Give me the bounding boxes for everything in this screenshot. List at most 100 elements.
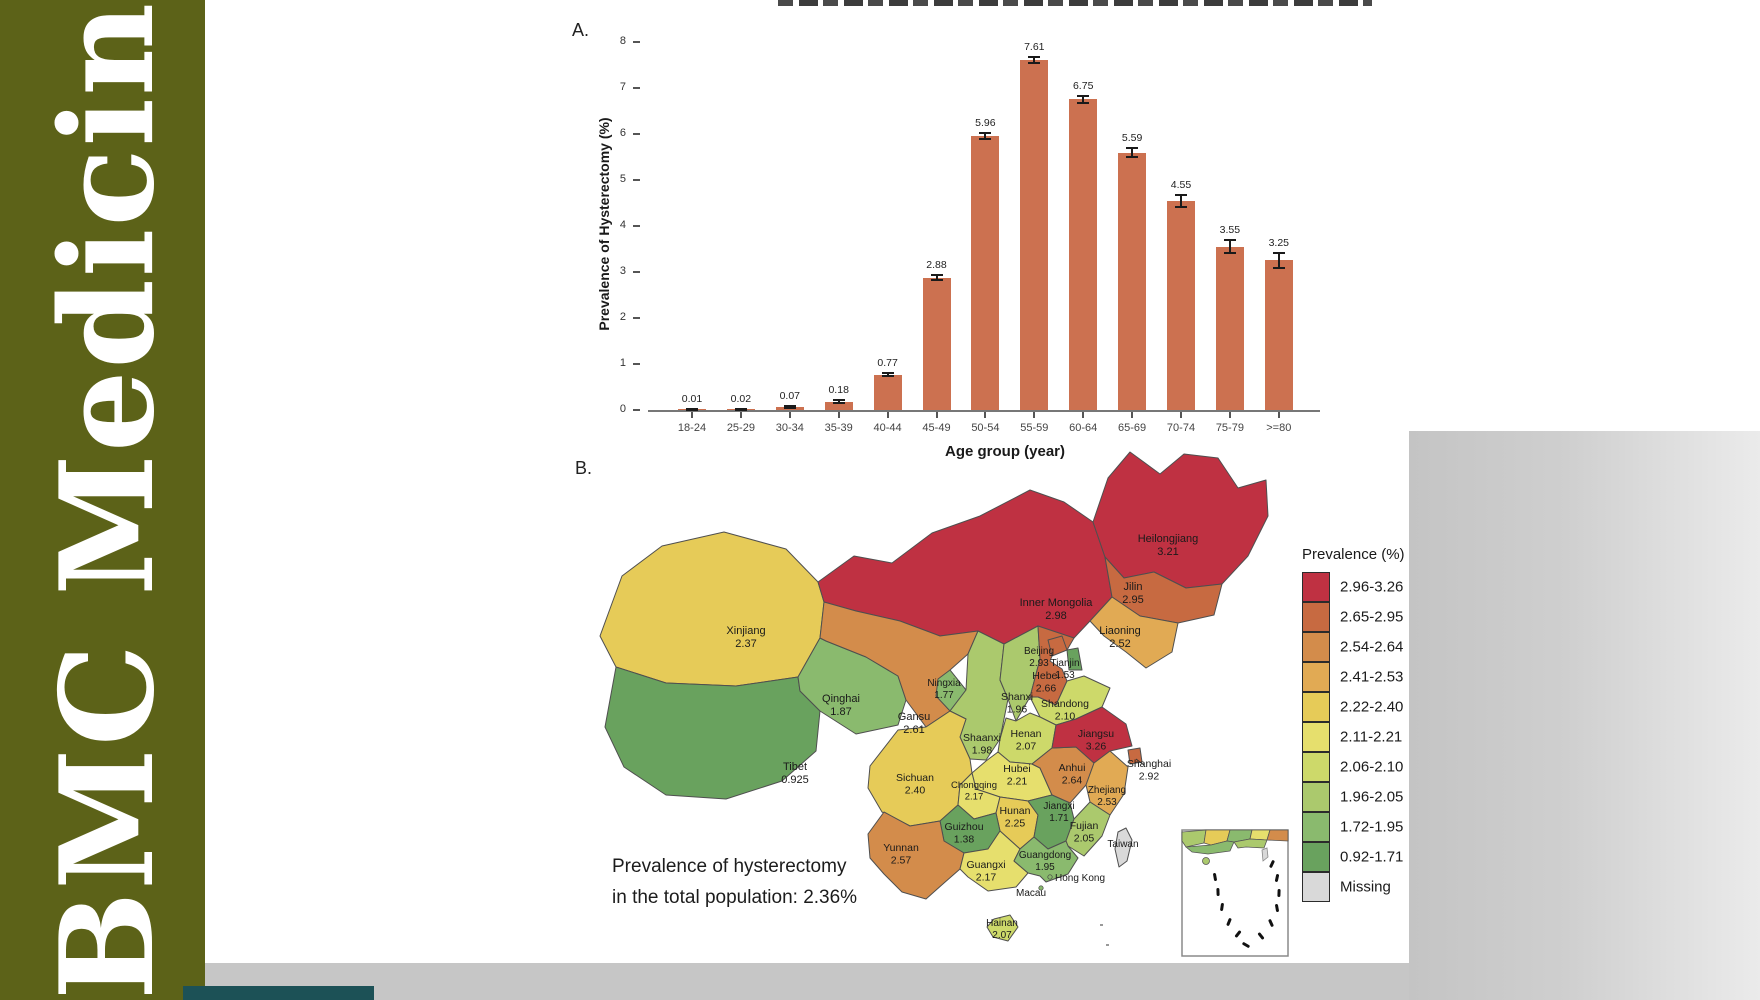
province-label-value: 2.93 (1029, 658, 1049, 669)
legend-swatch (1302, 842, 1330, 872)
province-label-name: Liaoning (1099, 625, 1141, 637)
nine-dash-segment (1226, 918, 1232, 926)
province-label-value: 2.61 (903, 724, 924, 736)
x-category-label: 40-44 (873, 422, 902, 434)
x-category-label: 25-29 (726, 422, 755, 434)
y-tick-label: 6 (619, 127, 626, 139)
inset-taiwan (1261, 847, 1269, 862)
error-bar-cap-bottom (1175, 205, 1187, 208)
macau-label: Macau (1016, 888, 1046, 899)
bar-value-label: 6.75 (1072, 79, 1094, 92)
bar-35-39 (824, 402, 853, 410)
error-bar-cap-top (783, 404, 796, 407)
bar->=80 (1264, 260, 1293, 410)
bar-value-label: 3.25 (1268, 236, 1290, 249)
error-bar-cap-top (930, 274, 943, 277)
province-label-value: 2.52 (1109, 638, 1130, 650)
nine-dash-segment (1216, 888, 1220, 896)
legend-range-label: 1.72-1.95 (1340, 818, 1404, 836)
x-tick-mark (886, 412, 889, 418)
error-bar-cap-top (979, 132, 992, 135)
bar-45-49 (922, 278, 951, 410)
inset-coast-region (1249, 829, 1271, 841)
cropped-figure-title-fragment (778, 0, 1372, 6)
province-label-value: 2.53 (1097, 797, 1117, 808)
y-tick-label: 1 (619, 357, 626, 369)
x-tick-mark (1033, 412, 1036, 418)
y-tick-mark (633, 41, 640, 43)
error-bar-70-74 (1180, 194, 1182, 207)
hong-kong-label: Hong Kong (1055, 873, 1105, 884)
nine-dash-segment (1269, 860, 1275, 868)
legend-range-label: 2.96-3.26 (1340, 578, 1404, 596)
error-bar->=80 (1277, 252, 1280, 269)
y-tick-label: 4 (619, 219, 626, 231)
bar-value-label: 3.55 (1219, 224, 1241, 237)
nine-dash-segment (1213, 873, 1217, 881)
islet-speck (1100, 924, 1103, 926)
province-label-name: Anhui (1059, 762, 1086, 774)
legend-swatch (1302, 572, 1330, 602)
province-label-value: 2.98 (1045, 610, 1066, 622)
province-label-name: Heilongjiang (1138, 533, 1199, 545)
page-edge-bottom (205, 963, 1409, 1000)
province-label-value: 2.17 (976, 872, 997, 884)
error-bar-cap-bottom (1223, 252, 1236, 255)
province-label-value: 2.92 (1139, 771, 1160, 783)
bar-value-label: 4.55 (1170, 178, 1192, 191)
province-label-name: Chongqing (951, 780, 997, 791)
x-tick-mark (935, 412, 938, 418)
y-tick-mark (633, 317, 640, 319)
error-bar-cap-bottom (1028, 62, 1041, 65)
map-legend: Prevalence (%) 2.96-3.26 2.65-2.95 2.54-2.… (1296, 546, 1436, 902)
legend-row: 2.06-2.10 (1296, 752, 1436, 782)
error-bar-cap-top (1077, 94, 1090, 97)
province-label-name: Beijing (1024, 646, 1054, 657)
legend-range-label: Missing (1340, 878, 1391, 896)
error-bar-55-59 (1033, 56, 1036, 64)
x-tick-mark (1228, 412, 1231, 418)
province-label-value: 3.26 (1086, 741, 1107, 753)
province-label-value: 2.07 (992, 930, 1012, 941)
province-liaoning (1089, 596, 1179, 669)
province-label-value: 2.25 (1005, 818, 1026, 830)
map-caption: Prevalence of hysterectomy in the total … (612, 851, 857, 914)
province-label-name: Jiangxi (1043, 801, 1074, 812)
province-taiwan (1114, 827, 1133, 868)
x-tick-mark (788, 412, 791, 418)
error-bar-cap-bottom (686, 409, 698, 411)
province-label-name: Shanghai (1127, 758, 1171, 770)
error-bar-cap-top (1223, 239, 1236, 242)
nine-dash-segment (1275, 904, 1279, 912)
legend-row: 0.92-1.71 (1296, 842, 1436, 872)
journal-title: BMC Medicine (33, 0, 183, 1000)
legend-row: 1.72-1.95 (1296, 812, 1436, 842)
nine-dash-segment (1242, 942, 1250, 948)
province-label-value: 2.57 (891, 855, 912, 867)
x-tick-mark (984, 412, 987, 418)
y-tick-label: 0 (619, 403, 626, 415)
province-label-name: Jilin (1124, 581, 1143, 593)
journal-accent-strip (183, 986, 374, 1000)
bar-value-label: 0.02 (730, 392, 752, 405)
province-label-value: 2.40 (905, 785, 926, 797)
shanghai-leader-line (1135, 758, 1145, 766)
error-bar-cap-top (1175, 193, 1187, 196)
error-bar-cap-top (832, 399, 845, 402)
inset-coast-region (1181, 829, 1207, 848)
province-ningxia (935, 669, 967, 712)
bar-60-64 (1069, 99, 1098, 410)
legend-row: 2.96-3.26 (1296, 572, 1436, 602)
y-tick-mark (633, 225, 640, 227)
legend-row: 2.54-2.64 (1296, 632, 1436, 662)
legend-range-label: 2.11-2.21 (1340, 728, 1403, 746)
error-bar-45-49 (935, 275, 938, 280)
province-guangdong (1013, 836, 1079, 883)
bar-50-54 (971, 136, 1000, 410)
province-label-name: Fujian (1070, 820, 1099, 832)
x-tick-mark (1277, 412, 1280, 418)
inset-hainan (1202, 857, 1210, 865)
chart-x-axis-title: Age group (year) (944, 443, 1066, 460)
x-tick-mark (1180, 412, 1182, 418)
